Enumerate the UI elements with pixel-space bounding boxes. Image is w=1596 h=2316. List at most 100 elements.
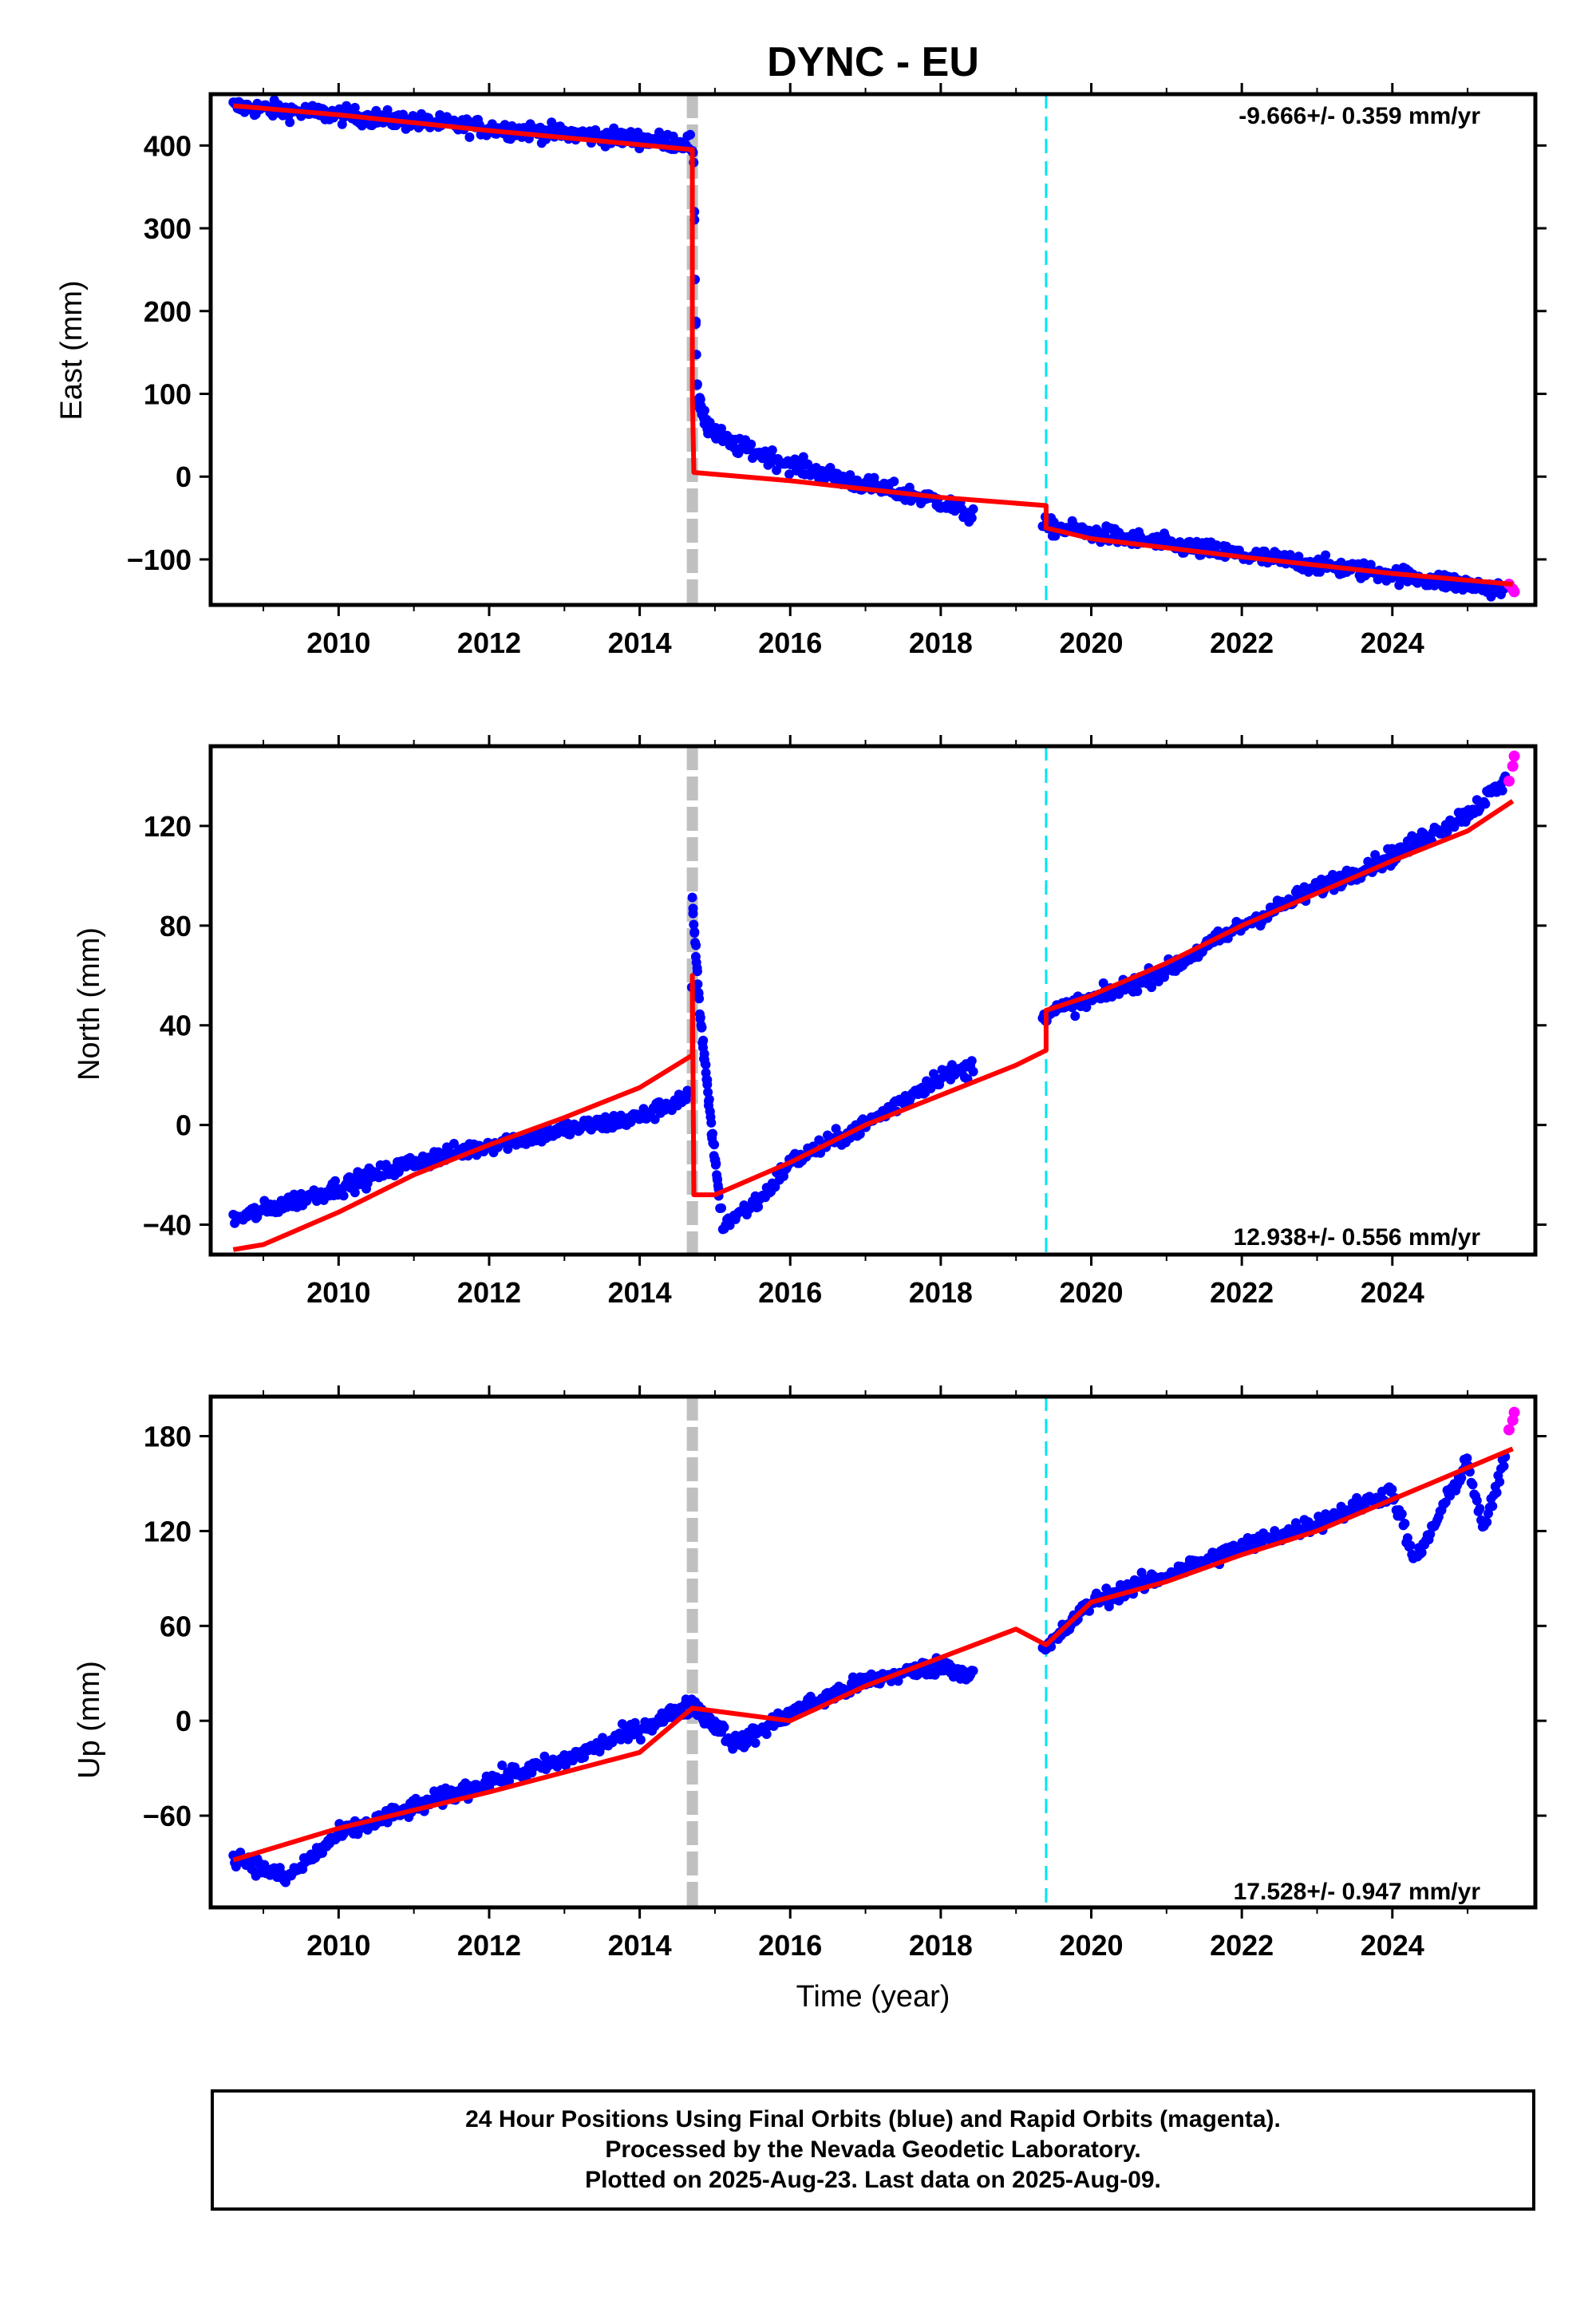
up-data-point bbox=[893, 1676, 903, 1686]
up-data-point bbox=[259, 1860, 270, 1870]
east-data-point bbox=[966, 513, 977, 524]
up-rapid-orbit-points bbox=[1503, 1406, 1520, 1436]
up-data-point bbox=[497, 1761, 508, 1770]
north-x-tick-label: 2022 bbox=[1210, 1276, 1274, 1309]
north-data-point bbox=[966, 1056, 977, 1066]
east-data-point bbox=[350, 102, 360, 113]
north-x-tick-label: 2024 bbox=[1361, 1276, 1424, 1309]
up-x-tick-label: 2014 bbox=[608, 1929, 672, 1962]
north-data-point bbox=[708, 1138, 718, 1148]
up-data-point bbox=[713, 1719, 724, 1729]
north-data-point bbox=[689, 919, 699, 930]
up-data-point bbox=[1475, 1504, 1485, 1514]
north-data-point bbox=[448, 1139, 459, 1148]
north-data-point bbox=[689, 928, 700, 938]
east-x-tick-label: 2010 bbox=[306, 626, 370, 659]
up-data-point bbox=[750, 1738, 760, 1748]
north-model-fit-line bbox=[232, 799, 1515, 1252]
north-data-point bbox=[708, 1128, 717, 1139]
gps-time-series-chart: DYNC - EU 2010 2012 2014 2016 2018 2020 2022 20… bbox=[55, 39, 1547, 2014]
north-data-point bbox=[695, 1013, 705, 1022]
up-y-tick-label: 180 bbox=[144, 1421, 192, 1453]
north-data-point bbox=[855, 1129, 865, 1139]
north-data-point bbox=[654, 1097, 664, 1107]
north-data-point bbox=[1132, 986, 1143, 997]
north-data-point bbox=[690, 938, 700, 948]
up-data-point bbox=[968, 1666, 978, 1676]
north-plot-frame bbox=[208, 744, 1538, 1257]
east-data-point bbox=[798, 452, 808, 462]
east-data-point bbox=[1211, 540, 1222, 551]
north-data-point bbox=[698, 1035, 709, 1045]
chart-title: DYNC - EU bbox=[767, 39, 979, 85]
up-data-point bbox=[1402, 1533, 1412, 1543]
east-data-point bbox=[1294, 551, 1304, 562]
north-data-point bbox=[770, 1182, 780, 1192]
east-data-point bbox=[626, 127, 636, 137]
up-data-point bbox=[1462, 1453, 1472, 1464]
east-y-tick-label: −100 bbox=[127, 543, 192, 576]
north-data-point bbox=[681, 1094, 691, 1105]
east-x-tick-label: 2012 bbox=[457, 626, 521, 659]
east-x-tick-label: 2016 bbox=[758, 626, 822, 659]
north-x-tick-label: 2012 bbox=[457, 1276, 521, 1309]
east-data-point bbox=[285, 117, 295, 128]
north-data-point bbox=[703, 1087, 713, 1097]
panel-north: 2010 2012 2014 2016 2018 2020 2022 2024 120 80 40 0… bbox=[73, 735, 1547, 1309]
up-rate-label: 17.528+/- 0.947 mm/yr bbox=[1234, 1879, 1481, 1905]
north-data-point bbox=[704, 1094, 714, 1105]
east-x-tick-label: 2022 bbox=[1210, 626, 1274, 659]
east-y-axis-label: East (mm) bbox=[55, 280, 89, 420]
north-data-point bbox=[702, 1075, 713, 1085]
up-x-tick-label: 2018 bbox=[909, 1929, 973, 1962]
east-data-point bbox=[803, 459, 813, 469]
north-x-tick-label: 2020 bbox=[1059, 1276, 1123, 1309]
panel-east: 2010 2012 2014 2016 2018 2020 2022 2024 400 300 20… bbox=[55, 83, 1547, 659]
north-y-tick-label: 80 bbox=[160, 910, 192, 943]
north-rapid-point bbox=[1507, 761, 1519, 772]
up-x-tick-label: 2024 bbox=[1361, 1929, 1424, 1962]
north-data-point bbox=[687, 892, 697, 903]
east-data-point bbox=[1315, 567, 1325, 577]
east-data-point bbox=[713, 427, 724, 437]
north-y-tick-label: 40 bbox=[160, 1010, 192, 1042]
up-data-point bbox=[1405, 1540, 1416, 1551]
up-data-point bbox=[1468, 1480, 1478, 1490]
up-data-point bbox=[1482, 1517, 1492, 1528]
up-y-axis-label: Up (mm) bbox=[73, 1661, 106, 1779]
north-data-point bbox=[713, 1180, 723, 1191]
north-x-tick-label: 2010 bbox=[306, 1276, 370, 1309]
up-x-tick-label: 2012 bbox=[457, 1929, 521, 1962]
up-data-point bbox=[1499, 1461, 1509, 1472]
up-data-point bbox=[1495, 1476, 1505, 1487]
up-data-point bbox=[1491, 1488, 1502, 1498]
footer-line: 24 Hour Positions Using Final Orbits (bl… bbox=[465, 2106, 1281, 2132]
up-y-tick-label: 0 bbox=[176, 1705, 192, 1737]
north-rapid-point bbox=[1508, 750, 1520, 762]
east-y-tick-label: 300 bbox=[144, 212, 192, 245]
north-data-point bbox=[650, 1114, 660, 1124]
east-rapid-point bbox=[1508, 586, 1520, 598]
up-data-point bbox=[1472, 1496, 1482, 1506]
footer-note-box: 24 Hour Positions Using Final Orbits (bl… bbox=[211, 2089, 1535, 2211]
east-y-tick-label: 400 bbox=[144, 129, 192, 162]
east-x-tick-label: 2014 bbox=[608, 626, 672, 659]
north-data-point bbox=[711, 1159, 721, 1169]
up-x-tick-label: 2010 bbox=[306, 1929, 370, 1962]
east-data-point bbox=[464, 132, 475, 142]
east-data-point bbox=[767, 445, 777, 455]
north-data-point bbox=[697, 1022, 707, 1033]
east-data-point bbox=[1321, 550, 1331, 560]
east-data-point bbox=[968, 504, 978, 514]
north-y-tick-label: 0 bbox=[176, 1109, 192, 1142]
panel-up: 2010 2012 2014 2016 2018 2020 2022 2024 180 120 60… bbox=[73, 1385, 1547, 1962]
north-data-point bbox=[694, 994, 705, 1004]
east-final-orbit-points bbox=[228, 95, 1511, 602]
east-rate-label: -9.666+/- 0.359 mm/yr bbox=[1238, 103, 1480, 129]
north-data-point bbox=[753, 1202, 764, 1212]
up-data-point bbox=[1400, 1519, 1410, 1528]
east-y-tick-label: 0 bbox=[176, 460, 192, 493]
east-x-tick-label: 2020 bbox=[1059, 626, 1123, 659]
north-final-orbit-points bbox=[228, 771, 1511, 1235]
up-data-point bbox=[635, 1735, 646, 1745]
